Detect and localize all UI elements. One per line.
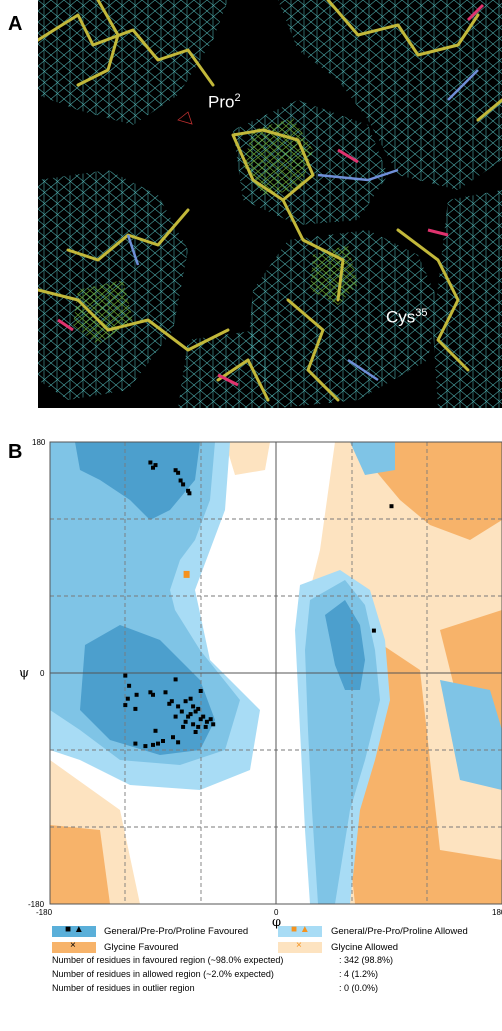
y-tick-label-top: 180 — [32, 438, 46, 447]
favoured-residue-point — [201, 714, 206, 719]
legend-swatch-glycine-allowed: × — [278, 940, 322, 953]
favoured-residue-point — [148, 460, 153, 465]
favoured-residue-point — [169, 699, 174, 704]
favoured-residue-point — [123, 673, 128, 678]
favoured-residue-point — [143, 744, 148, 749]
favoured-residue-point — [127, 683, 132, 688]
x-axis-label: φ — [272, 915, 281, 930]
legend-label-glycine-favoured: Glycine Favoured — [104, 942, 179, 953]
favoured-residue-point — [188, 696, 193, 701]
favoured-residue-point — [163, 690, 168, 695]
favoured-residue-point — [156, 741, 160, 746]
favoured-residue-point — [208, 717, 213, 722]
favoured-residue-point — [193, 730, 198, 734]
legend-swatch-glycine-favoured: × — [52, 940, 96, 953]
favoured-residue-point — [148, 690, 153, 695]
stat-favoured-value: : 342 (98.8%) — [339, 955, 394, 965]
favoured-residue-point — [371, 628, 376, 633]
y-tick-label-zero: 0 — [40, 669, 45, 678]
favoured-residue-point — [153, 463, 158, 468]
favoured-residue-point — [186, 488, 191, 493]
favoured-residue-point — [173, 468, 178, 473]
favoured-residue-point — [204, 719, 209, 724]
residue-label-pro: Pro2 — [208, 92, 241, 112]
favoured-residue-point — [151, 465, 155, 470]
legend-swatch-general-allowed: ■ ▲ — [278, 924, 322, 937]
favoured-residue-point — [133, 741, 138, 746]
y-tick-label-bottom: -180 — [28, 900, 45, 909]
favoured-residue-point — [173, 677, 178, 682]
favoured-residue-point — [176, 740, 181, 745]
legend-markers-glycine-favoured: × — [70, 940, 76, 951]
favoured-residue-point — [167, 701, 172, 706]
electron-density-image: Pro2 Cys35 — [38, 0, 502, 408]
stat-allowed-label: Number of residues in allowed region (~2… — [52, 969, 274, 979]
legend-swatch-general-favoured: ■ ▲ — [52, 924, 96, 937]
x-tick-label-zero: 0 — [274, 908, 279, 917]
favoured-residue-point — [193, 709, 198, 714]
stat-favoured-label: Number of residues in favoured region (~… — [52, 955, 284, 965]
favoured-residue-point — [187, 491, 192, 496]
favoured-residue-point — [196, 706, 201, 711]
favoured-residue-point — [188, 712, 193, 717]
ramachandran-plot: 180 0 -180 -180 0 180 ψ φ — [19, 438, 502, 930]
axis-lines — [49, 441, 502, 905]
favoured-residue-point — [198, 717, 203, 722]
favoured-residue-point — [191, 722, 196, 727]
general-favoured-core-region — [75, 442, 365, 755]
favoured-residue-point — [191, 704, 196, 709]
legend-label-glycine-allowed: Glycine Allowed — [331, 942, 399, 953]
favoured-residue-point — [161, 739, 165, 743]
favoured-residue-point — [203, 724, 208, 729]
favoured-residue-point — [186, 714, 191, 719]
allowed-residue-point — [183, 570, 190, 578]
favoured-residue-point — [178, 478, 183, 483]
favoured-residue-point — [151, 742, 155, 747]
density-map-drawing — [38, 0, 502, 408]
legend-label-general-favoured: General/Pre-Pro/Proline Favoured — [104, 926, 249, 937]
favoured-residue-point — [198, 689, 203, 693]
panel-a-letter: A — [8, 13, 23, 35]
favoured-residue-point — [123, 703, 128, 708]
favoured-residue-point — [134, 692, 139, 697]
favoured-residue-point — [171, 735, 175, 740]
stat-outlier-label: Number of residues in outlier region — [52, 983, 195, 993]
favoured-residue-point — [196, 724, 201, 729]
x-tick-label-right: 180 — [492, 908, 502, 917]
favoured-residue-point — [153, 728, 158, 733]
legend-label-general-allowed: General/Pre-Pro/Proline Allowed — [331, 926, 468, 937]
favoured-residue-point — [183, 699, 188, 704]
x-tick-label-left: -180 — [36, 908, 53, 917]
favoured-residue-point — [173, 714, 178, 719]
favoured-residue-point — [176, 704, 181, 709]
stat-allowed-value: : 4 (1.2%) — [339, 969, 379, 979]
residue-label-cys: Cys35 — [386, 307, 428, 327]
stat-outlier-value: : 0 (0.0%) — [339, 983, 379, 993]
legend-markers-general-allowed: ■ ▲ — [291, 924, 310, 935]
favoured-residue-point — [389, 504, 394, 509]
favoured-residue-point — [179, 709, 184, 714]
panel-b-letter: B — [8, 441, 23, 463]
favoured-residue-point — [181, 482, 186, 487]
favoured-residue-point — [133, 706, 138, 711]
data-points — [123, 460, 394, 749]
legend-markers-general-favoured: ■ ▲ — [65, 924, 84, 935]
favoured-residue-point — [211, 722, 216, 727]
y-axis-label: ψ — [19, 666, 29, 681]
favoured-residue-point — [125, 696, 130, 701]
favoured-residue-point — [181, 724, 186, 729]
favoured-residue-point — [183, 719, 188, 724]
favoured-residue-point — [151, 692, 155, 697]
favoured-residue-point — [176, 470, 181, 475]
legend-markers-glycine-allowed: × — [296, 940, 302, 951]
